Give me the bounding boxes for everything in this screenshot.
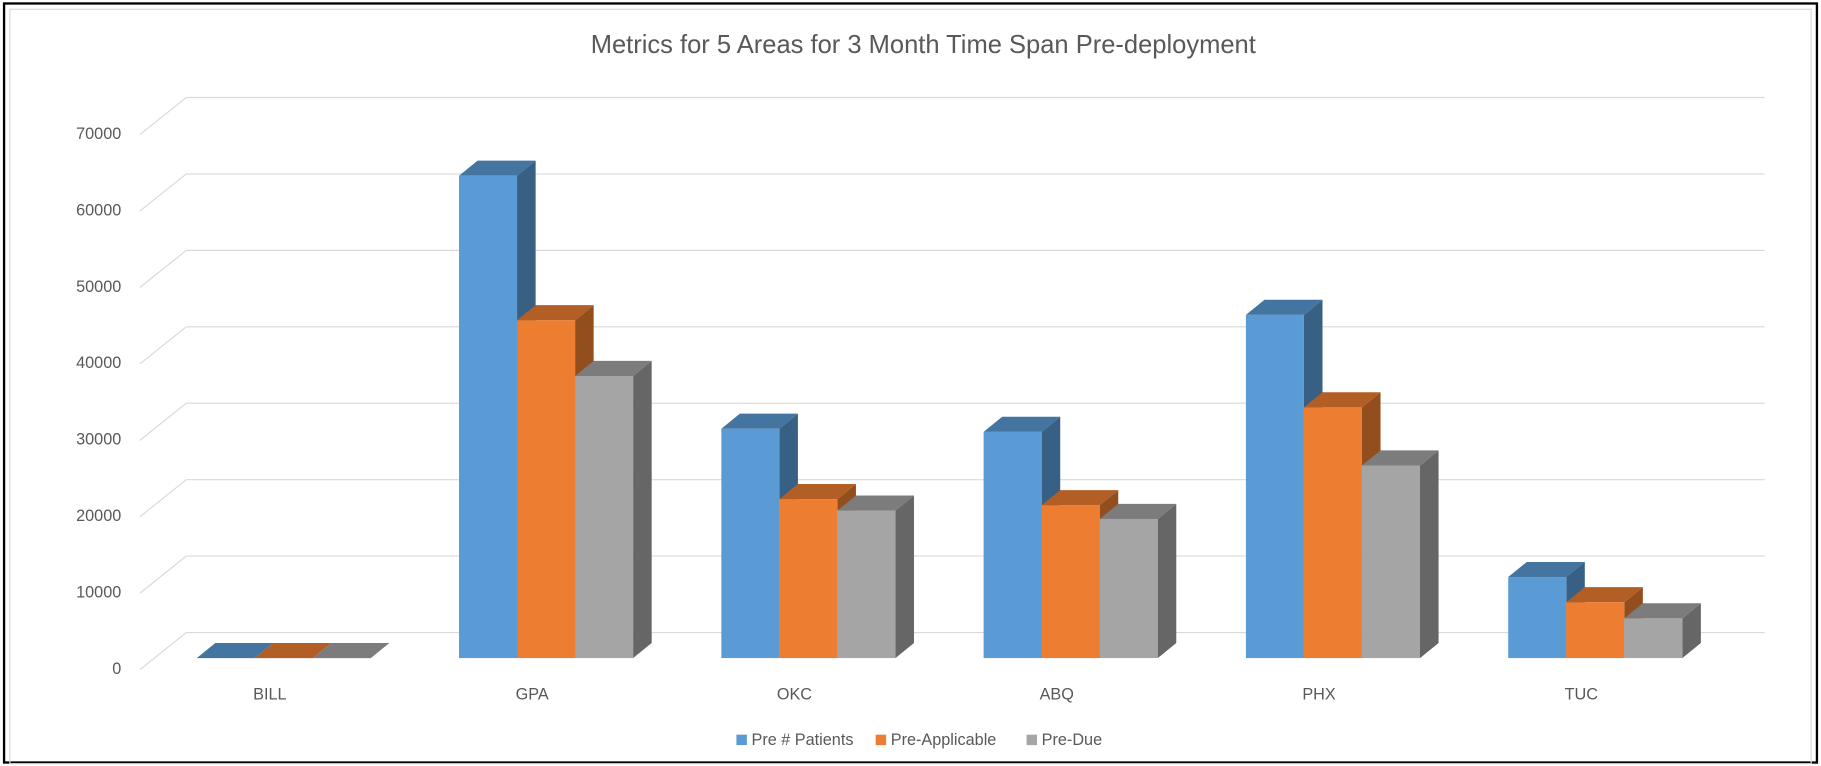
y-tick-label: 10000 [76, 584, 121, 602]
bar [254, 642, 332, 659]
grid-line-side [139, 97, 187, 136]
bar-top [1041, 490, 1119, 506]
grid-line-side [139, 173, 187, 212]
y-tick-label: 0 [112, 660, 121, 678]
bar-front [1624, 618, 1683, 659]
plot-border [9, 8, 1812, 765]
bar [837, 495, 914, 659]
bar-top [721, 413, 798, 429]
bar [1099, 503, 1177, 659]
x-tick-label: GPA [516, 685, 549, 703]
bar [575, 360, 652, 659]
x-tick-label: BILL [253, 685, 286, 703]
grid-line-side [139, 402, 187, 441]
bar [196, 642, 274, 659]
bar-top [983, 416, 1061, 432]
bar-side [895, 495, 914, 659]
bar [1624, 603, 1701, 659]
bar-top [1303, 392, 1381, 408]
grid-line-side [139, 326, 187, 365]
bar-top [254, 642, 332, 659]
bar-side [1420, 450, 1439, 659]
legend-swatch [1026, 734, 1038, 746]
bar-front [1099, 518, 1158, 659]
bar-top [312, 642, 390, 659]
bar-top [196, 642, 274, 659]
bar-top [1508, 561, 1585, 578]
bar-side [633, 360, 652, 659]
legend-swatch [736, 734, 747, 746]
grid-line-side [139, 249, 187, 288]
bar-top [1361, 450, 1439, 466]
grid-line-side [139, 555, 187, 594]
bar-front [517, 320, 576, 659]
legend-label: Pre-Applicable [891, 731, 997, 749]
grid-line-side [139, 479, 187, 518]
chart-title: Metrics for 5 Areas for 3 Month Time Spa… [591, 31, 1256, 59]
bar-front [983, 431, 1042, 659]
bar-side [1157, 503, 1177, 659]
grid-line-side [139, 632, 187, 671]
legend-swatch [875, 734, 887, 746]
bar-front [779, 499, 838, 659]
y-tick-label: 60000 [76, 201, 121, 219]
bar-top [1624, 603, 1701, 619]
bar-front [1041, 505, 1100, 659]
bar-top [517, 305, 594, 321]
bar-front [721, 428, 780, 659]
bar-top [837, 495, 914, 511]
y-tick-label: 20000 [76, 507, 121, 525]
y-tick-label: 50000 [76, 278, 121, 296]
y-tick-label: 70000 [76, 125, 121, 143]
bar-top [575, 360, 652, 377]
bar [312, 642, 390, 659]
bar-top [779, 483, 856, 500]
y-tick-label: 40000 [76, 354, 121, 372]
bar-side [1682, 603, 1701, 659]
legend-label: Pre # Patients [751, 731, 853, 749]
y-tick-label: 30000 [76, 431, 121, 449]
bar-top [1099, 503, 1177, 519]
bar [1361, 450, 1439, 659]
x-tick-label: ABQ [1040, 685, 1074, 703]
bar-front [1303, 407, 1362, 659]
bar-front [1361, 465, 1421, 659]
bar-top [1245, 299, 1323, 315]
bar-front [1566, 602, 1625, 659]
bar-front [459, 175, 518, 659]
x-tick-label: PHX [1302, 685, 1336, 703]
bar-front [1508, 577, 1567, 659]
bar-top [1566, 587, 1643, 603]
bar-top [459, 160, 536, 176]
bar-front [837, 510, 896, 659]
bar-front [575, 376, 634, 659]
x-tick-label: TUC [1565, 685, 1599, 703]
legend-label: Pre-Due [1042, 731, 1102, 749]
x-tick-label: OKC [777, 685, 812, 703]
bar-front [1245, 314, 1304, 659]
